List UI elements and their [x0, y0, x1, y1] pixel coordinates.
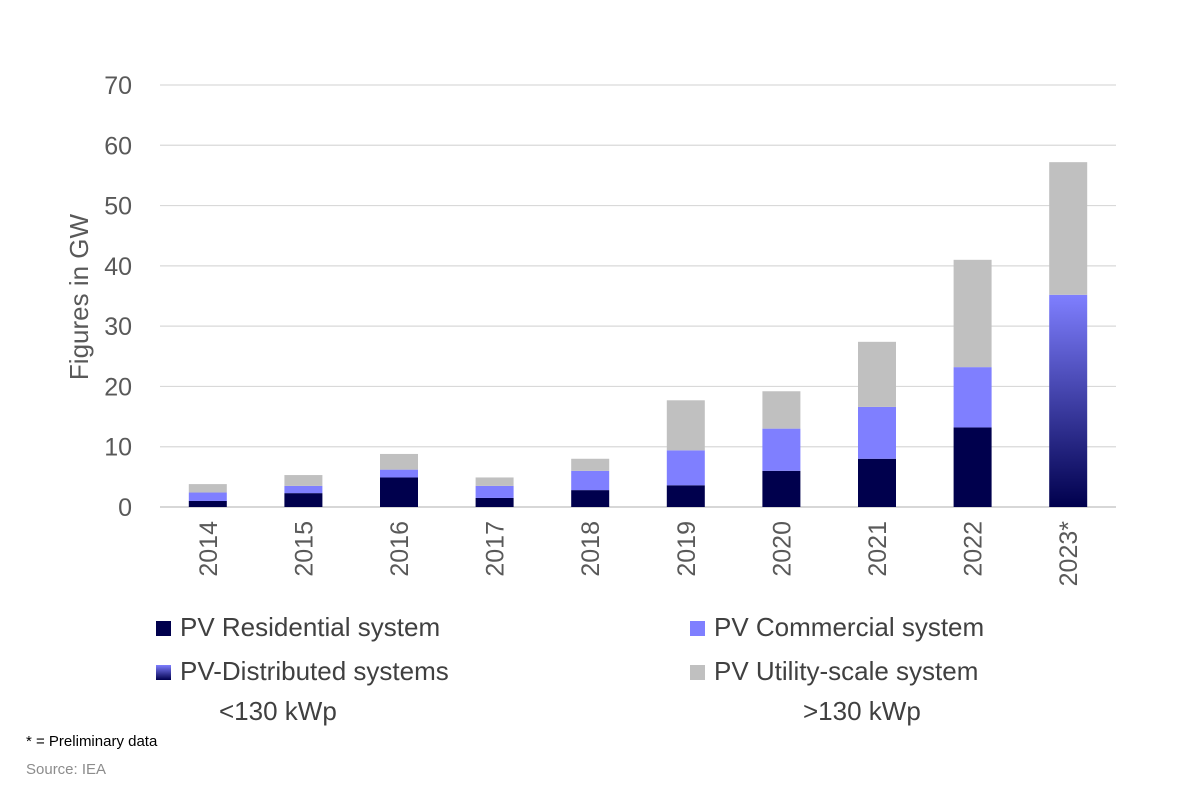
- bar-segment-commercial: [475, 485, 514, 498]
- x-tick-label: 2020: [768, 521, 796, 577]
- y-tick-label: 30: [104, 313, 132, 341]
- bar-segment-residential: [858, 458, 896, 507]
- bar-segment-distributed: [1049, 294, 1088, 507]
- bar-segment-utility: [1049, 162, 1088, 295]
- bar-segment-commercial: [953, 367, 992, 428]
- bar-segment-commercial: [571, 470, 610, 491]
- legend-swatch-residential: [156, 621, 171, 636]
- y-tick-label: 20: [104, 373, 132, 401]
- y-tick-label: 40: [104, 253, 132, 281]
- y-tick-label: 10: [104, 434, 132, 462]
- footnote-source: Source: IEA: [26, 761, 107, 778]
- bars: [188, 162, 1088, 507]
- y-tick-label: 50: [104, 193, 132, 221]
- legend-label: PV Commercial system: [714, 612, 985, 642]
- bar-segment-residential: [188, 500, 227, 507]
- y-tick-label: 0: [118, 494, 132, 522]
- y-tick-label: 70: [104, 72, 132, 100]
- x-tick-label: 2017: [482, 521, 510, 577]
- bar-segment-utility: [762, 391, 801, 429]
- bar-segment-residential: [380, 477, 418, 507]
- x-tick-label: 2019: [673, 521, 701, 577]
- x-tick-label: 2015: [290, 521, 318, 577]
- x-tick-label: 2014: [195, 521, 223, 577]
- legend-label: PV Residential system: [180, 612, 441, 642]
- bar-segment-commercial: [380, 469, 418, 478]
- x-tick-label: 2018: [577, 521, 605, 577]
- bar-segment-utility: [188, 484, 227, 493]
- y-tick-label: 60: [104, 132, 132, 160]
- bar-segment-residential: [953, 427, 992, 507]
- legend-swatch-distributed: [156, 665, 171, 680]
- bar-segment-commercial: [666, 450, 705, 486]
- x-tick-label: 2016: [386, 521, 414, 577]
- bar-segment-utility: [953, 259, 992, 368]
- bar-segment-utility: [666, 400, 705, 451]
- bar-segment-residential: [762, 470, 801, 507]
- legend-sublabel-distributed: <130 kWp: [219, 696, 337, 726]
- bar-segment-commercial: [858, 406, 896, 459]
- legend-swatch-commercial: [690, 621, 705, 636]
- legend-swatch-utility: [690, 665, 705, 680]
- legend-label: PV-Distributed systems: [180, 656, 449, 686]
- bar-segment-utility: [284, 475, 323, 486]
- bar-segment-residential: [284, 493, 323, 507]
- bar-segment-commercial: [188, 492, 227, 501]
- x-tick-label: 2022: [960, 521, 988, 577]
- y-axis-ticks: 0 10 20 30 40 50 60 70: [104, 72, 132, 522]
- bar-segment-commercial: [762, 428, 801, 471]
- bar-segment-utility: [475, 477, 514, 486]
- bar-segment-residential: [666, 485, 705, 507]
- x-tick-label: 2023*: [1055, 521, 1083, 587]
- legend-label: PV Utility-scale system: [714, 656, 979, 686]
- legend-sublabel-utility: >130 kWp: [803, 696, 921, 726]
- gridlines: [160, 84, 1116, 508]
- x-tick-label: 2021: [864, 521, 892, 577]
- x-axis: 2014 2015 2016 2017 2018 2019 2020 2021 2022 2023…: [195, 521, 1083, 587]
- bar-segment-residential: [475, 497, 514, 507]
- footnote-preliminary: * = Preliminary data: [26, 733, 158, 750]
- bar-segment-residential: [571, 490, 610, 507]
- bar-segment-commercial: [284, 485, 323, 494]
- bar-segment-utility: [858, 341, 896, 407]
- bar-segment-utility: [571, 458, 610, 471]
- y-axis-title: Figures in GW: [64, 213, 94, 380]
- bar-segment-utility: [380, 453, 418, 470]
